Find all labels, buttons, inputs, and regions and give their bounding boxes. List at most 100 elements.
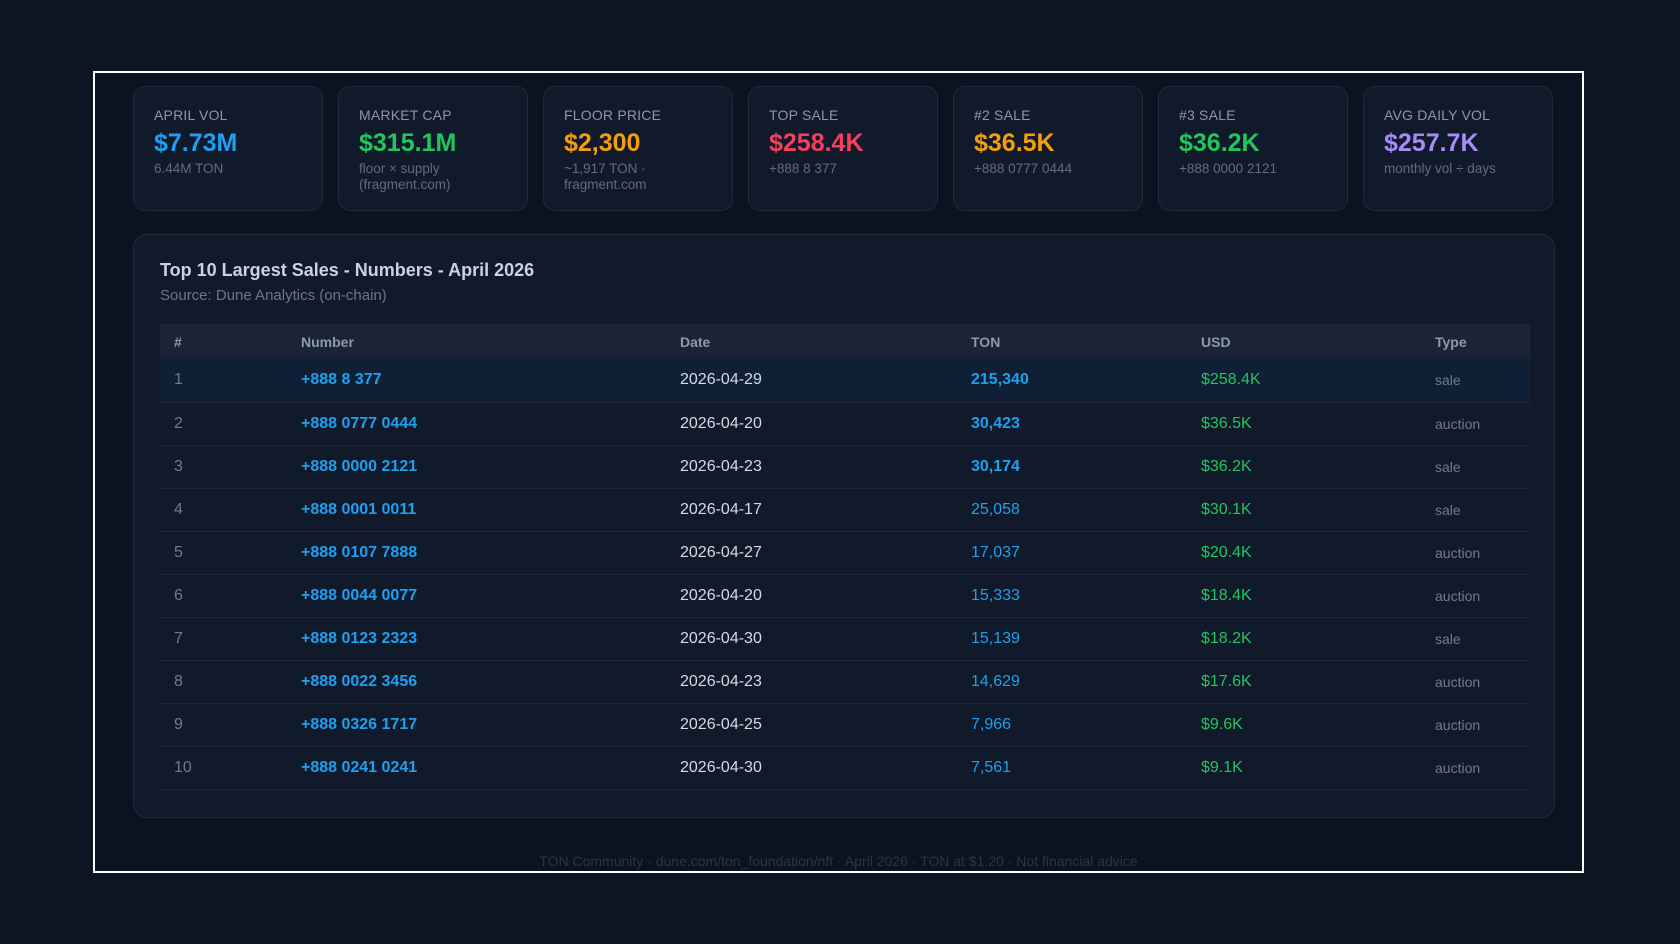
cell-type: sale bbox=[1435, 501, 1461, 518]
stat-label: FLOOR PRICE bbox=[564, 107, 662, 123]
cell-usd: $30.1K bbox=[1201, 500, 1252, 518]
stat-label: AVG DAILY VOL bbox=[1384, 107, 1491, 123]
cell-usd: $20.4K bbox=[1201, 543, 1252, 561]
cell-date: 2026-04-29 bbox=[680, 371, 762, 389]
stat-card: MARKET CAP $315.1M floor × supply (fragm… bbox=[338, 86, 528, 211]
cell-number-link[interactable]: +888 0044 0077 bbox=[301, 586, 418, 604]
stat-card: AVG DAILY VOL $257.7K monthly vol ÷ days bbox=[1363, 86, 1553, 211]
stat-value: $257.7K bbox=[1384, 129, 1479, 157]
cell-rank: 8 bbox=[174, 672, 183, 690]
dashboard-frame: APRIL VOL $7.73M 6.44M TON MARKET CAP $3… bbox=[93, 71, 1584, 873]
cell-number-link[interactable]: +888 0326 1717 bbox=[301, 715, 418, 733]
cell-date: 2026-04-20 bbox=[680, 414, 762, 432]
stat-label: MARKET CAP bbox=[359, 107, 452, 123]
cell-usd: $9.1K bbox=[1201, 758, 1243, 776]
table-row[interactable]: 7 +888 0123 2323 2026-04-30 15,139 $18.2… bbox=[160, 617, 1530, 660]
cell-usd: $18.4K bbox=[1201, 586, 1252, 604]
stat-value: $36.2K bbox=[1179, 129, 1260, 157]
table-row[interactable]: 6 +888 0044 0077 2026-04-20 15,333 $18.4… bbox=[160, 574, 1530, 617]
table-row[interactable]: 5 +888 0107 7888 2026-04-27 17,037 $20.4… bbox=[160, 531, 1530, 574]
cell-type: auction bbox=[1435, 759, 1481, 776]
panel-title: Top 10 Largest Sales - Numbers - April 2… bbox=[160, 260, 535, 280]
cell-type: auction bbox=[1435, 415, 1481, 432]
column-header-ton: TON bbox=[971, 333, 1001, 350]
cell-number-link[interactable]: +888 0123 2323 bbox=[301, 629, 418, 647]
stat-card: #2 SALE $36.5K +888 0777 0444 bbox=[953, 86, 1143, 211]
table-row[interactable]: 8 +888 0022 3456 2026-04-23 14,629 $17.6… bbox=[160, 660, 1530, 703]
cell-rank: 6 bbox=[174, 586, 183, 604]
cell-usd: $258.4K bbox=[1201, 371, 1261, 389]
cell-rank: 3 bbox=[174, 457, 183, 475]
cell-type: auction bbox=[1435, 673, 1481, 690]
table-row[interactable]: 4 +888 0001 0011 2026-04-17 25,058 $30.1… bbox=[160, 488, 1530, 531]
footer-note: TON Community · dune.com/ton_foundation/… bbox=[539, 853, 1138, 869]
cell-type: auction bbox=[1435, 587, 1481, 604]
cell-ton: 30,174 bbox=[971, 457, 1020, 475]
table-row[interactable]: 3 +888 0000 2121 2026-04-23 30,174 $36.2… bbox=[160, 445, 1530, 488]
stat-subtext: +888 0000 2121 bbox=[1179, 161, 1277, 176]
cell-usd: $36.2K bbox=[1201, 457, 1252, 475]
cell-ton: 7,561 bbox=[971, 758, 1012, 776]
cell-rank: 10 bbox=[174, 758, 192, 776]
stat-value: $258.4K bbox=[769, 129, 864, 157]
column-header-rank: # bbox=[174, 333, 182, 350]
cell-number-link[interactable]: +888 8 377 bbox=[301, 371, 382, 389]
cell-ton: 15,333 bbox=[971, 586, 1020, 604]
cell-number-link[interactable]: +888 0000 2121 bbox=[301, 457, 418, 475]
panel-source: Source: Dune Analytics (on-chain) bbox=[160, 287, 387, 304]
cell-rank: 7 bbox=[174, 629, 183, 647]
table-row[interactable]: 9 +888 0326 1717 2026-04-25 7,966 $9.6K … bbox=[160, 703, 1530, 746]
stat-subtext: +888 0777 0444 bbox=[974, 161, 1072, 176]
table-row[interactable]: 10 +888 0241 0241 2026-04-30 7,561 $9.1K… bbox=[160, 746, 1530, 789]
stat-label: TOP SALE bbox=[769, 107, 839, 123]
cell-number-link[interactable]: +888 0001 0011 bbox=[301, 500, 417, 518]
stat-card: APRIL VOL $7.73M 6.44M TON bbox=[133, 86, 323, 211]
cell-date: 2026-04-30 bbox=[680, 758, 762, 776]
cell-number-link[interactable]: +888 0107 7888 bbox=[301, 543, 418, 561]
cell-date: 2026-04-23 bbox=[680, 457, 762, 475]
stat-card: TOP SALE $258.4K +888 8 377 bbox=[748, 86, 938, 211]
cell-ton: 17,037 bbox=[971, 543, 1020, 561]
cell-type: auction bbox=[1435, 544, 1481, 561]
cell-usd: $17.6K bbox=[1201, 672, 1252, 690]
cell-date: 2026-04-30 bbox=[680, 629, 762, 647]
stat-subtext: floor × supply (fragment.com) bbox=[359, 161, 451, 192]
cell-usd: $9.6K bbox=[1201, 715, 1243, 733]
stat-card: #3 SALE $36.2K +888 0000 2121 bbox=[1158, 86, 1348, 211]
cell-number-link[interactable]: +888 0022 3456 bbox=[301, 672, 418, 690]
cell-rank: 9 bbox=[174, 715, 183, 733]
top-sales-panel: Top 10 Largest Sales - Numbers - April 2… bbox=[133, 234, 1555, 818]
stat-label: #2 SALE bbox=[974, 107, 1031, 123]
table-row[interactable]: 2 +888 0777 0444 2026-04-20 30,423 $36.5… bbox=[160, 402, 1530, 445]
stat-label: #3 SALE bbox=[1179, 107, 1236, 123]
stat-subtext: ~1,917 TON · fragment.com bbox=[564, 161, 647, 192]
stat-value: $7.73M bbox=[154, 129, 238, 157]
cell-ton: 215,340 bbox=[971, 371, 1029, 389]
table-row[interactable]: 1 +888 8 377 2026-04-29 215,340 $258.4K … bbox=[160, 359, 1530, 402]
cell-date: 2026-04-25 bbox=[680, 715, 762, 733]
stat-subtext: monthly vol ÷ days bbox=[1384, 161, 1496, 176]
cell-ton: 30,423 bbox=[971, 414, 1020, 432]
cell-ton: 25,058 bbox=[971, 500, 1020, 518]
cell-rank: 2 bbox=[174, 414, 183, 432]
cell-date: 2026-04-23 bbox=[680, 672, 762, 690]
cell-rank: 4 bbox=[174, 500, 183, 518]
cell-date: 2026-04-20 bbox=[680, 586, 762, 604]
cell-usd: $18.2K bbox=[1201, 629, 1252, 647]
cell-date: 2026-04-27 bbox=[680, 543, 762, 561]
column-header-type: Type bbox=[1435, 333, 1467, 350]
column-header-date: Date bbox=[680, 333, 711, 350]
cell-type: sale bbox=[1435, 630, 1461, 647]
cell-ton: 14,629 bbox=[971, 672, 1020, 690]
cell-type: sale bbox=[1435, 372, 1461, 389]
stat-subtext: +888 8 377 bbox=[769, 161, 837, 176]
stat-value: $315.1M bbox=[359, 129, 457, 157]
column-header-usd: USD bbox=[1201, 333, 1231, 350]
cell-number-link[interactable]: +888 0777 0444 bbox=[301, 414, 418, 432]
cell-type: sale bbox=[1435, 458, 1461, 475]
cell-number-link[interactable]: +888 0241 0241 bbox=[301, 758, 418, 776]
cell-rank: 1 bbox=[174, 371, 183, 389]
sales-table: # Number Date TON USD Type 1 +888 8 377 … bbox=[160, 324, 1530, 790]
stat-subtext: 6.44M TON bbox=[154, 161, 224, 176]
stat-card: FLOOR PRICE $2,300 ~1,917 TON · fragment… bbox=[543, 86, 733, 211]
